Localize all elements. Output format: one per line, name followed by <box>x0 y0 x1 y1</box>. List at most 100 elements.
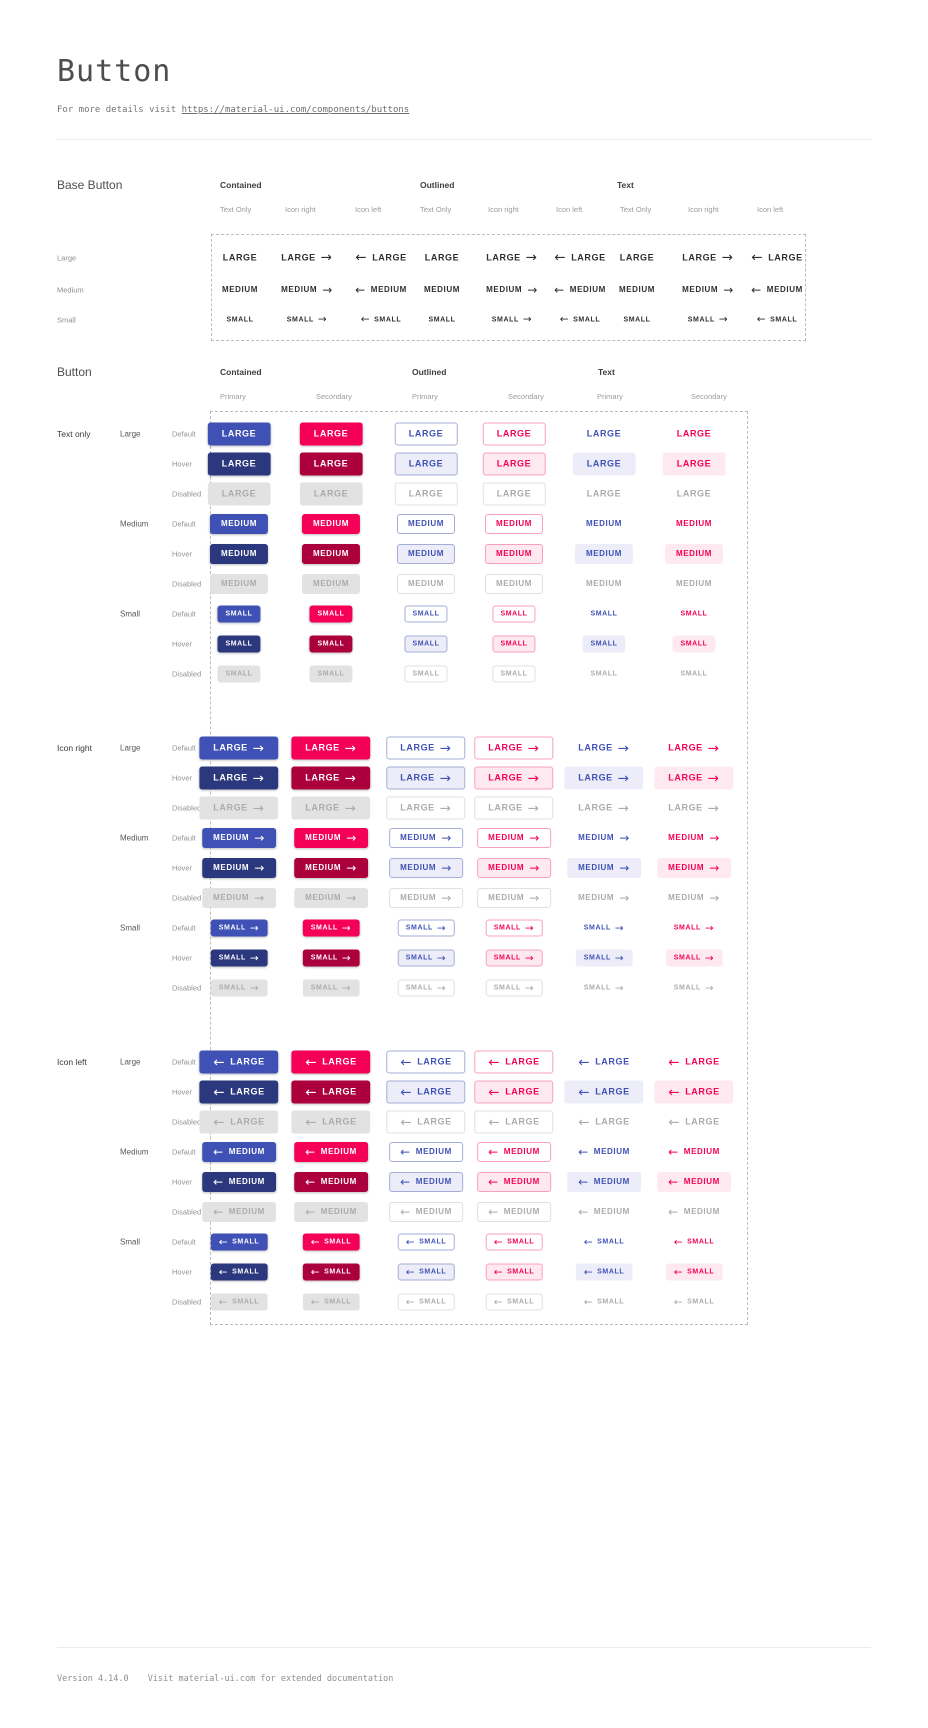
contained-primary-small-disabled-icon-right-button[interactable]: SMALL → <box>210 979 268 997</box>
text-secondary-medium-default-icon-right-button[interactable]: MEDIUM → <box>657 828 731 848</box>
text-primary-small-disabled-button[interactable]: SMALL <box>582 666 625 683</box>
base-contained-text-only-small-button[interactable]: SMALL <box>218 311 261 328</box>
text-primary-medium-default-button[interactable]: MEDIUM <box>575 514 633 534</box>
contained-secondary-large-default-icon-right-button[interactable]: LARGE → <box>291 736 371 760</box>
outlined-secondary-large-default-button[interactable]: LARGE <box>482 422 546 446</box>
text-secondary-medium-default-button[interactable]: MEDIUM <box>665 514 723 534</box>
contained-primary-large-hover-icon-left-button[interactable]: ← LARGE <box>199 1080 279 1104</box>
outlined-secondary-large-default-icon-right-button[interactable]: LARGE → <box>474 736 554 760</box>
contained-primary-small-disabled-button[interactable]: SMALL <box>217 665 261 683</box>
text-primary-small-default-icon-right-button[interactable]: SMALL → <box>576 920 633 937</box>
contained-primary-medium-hover-icon-right-button[interactable]: MEDIUM → <box>202 858 276 878</box>
text-primary-medium-default-icon-left-button[interactable]: ← MEDIUM <box>567 1142 641 1162</box>
text-secondary-small-hover-icon-left-button[interactable]: ← SMALL <box>665 1263 723 1281</box>
outlined-primary-medium-disabled-button[interactable]: MEDIUM <box>396 574 456 594</box>
base-text-text-only-medium-button[interactable]: MEDIUM <box>608 280 666 300</box>
text-secondary-medium-disabled-icon-left-button[interactable]: ← MEDIUM <box>657 1202 731 1222</box>
outlined-primary-large-hover-button[interactable]: LARGE <box>394 452 458 476</box>
text-secondary-medium-default-icon-left-button[interactable]: ← MEDIUM <box>657 1142 731 1162</box>
base-text-icon-right-large-button[interactable]: LARGE → <box>668 246 747 269</box>
base-text-icon-left-medium-button[interactable]: ← MEDIUM <box>740 280 814 300</box>
base-contained-icon-right-large-button[interactable]: LARGE → <box>267 246 346 269</box>
base-text-text-only-large-button[interactable]: LARGE <box>606 246 669 269</box>
contained-primary-large-disabled-icon-left-button[interactable]: ← LARGE <box>199 1110 279 1134</box>
text-primary-medium-disabled-icon-left-button[interactable]: ← MEDIUM <box>567 1202 641 1222</box>
contained-secondary-small-default-icon-right-button[interactable]: SMALL → <box>302 919 360 937</box>
contained-primary-large-disabled-button[interactable]: LARGE <box>207 482 271 506</box>
outlined-secondary-medium-default-icon-right-button[interactable]: MEDIUM → <box>477 828 551 848</box>
docs-link[interactable]: https://material-ui.com/components/butto… <box>181 105 410 115</box>
text-secondary-medium-hover-icon-right-button[interactable]: MEDIUM → <box>657 858 731 878</box>
outlined-primary-medium-default-icon-right-button[interactable]: MEDIUM → <box>389 828 463 848</box>
base-outlined-icon-right-large-button[interactable]: LARGE → <box>472 246 551 269</box>
contained-secondary-medium-disabled-icon-right-button[interactable]: MEDIUM → <box>294 888 368 908</box>
outlined-primary-medium-hover-button[interactable]: MEDIUM <box>396 544 456 564</box>
contained-secondary-large-disabled-icon-left-button[interactable]: ← LARGE <box>291 1110 371 1134</box>
outlined-primary-large-disabled-button[interactable]: LARGE <box>394 482 458 506</box>
contained-secondary-medium-default-icon-right-button[interactable]: MEDIUM → <box>294 828 368 848</box>
outlined-primary-small-default-icon-left-button[interactable]: ← SMALL <box>397 1233 455 1251</box>
text-primary-small-default-button[interactable]: SMALL <box>582 606 625 623</box>
base-contained-icon-left-large-button[interactable]: ← LARGE <box>341 246 420 269</box>
contained-primary-small-default-button[interactable]: SMALL <box>217 605 261 623</box>
contained-secondary-small-hover-icon-right-button[interactable]: SMALL → <box>302 949 360 967</box>
contained-secondary-medium-default-button[interactable]: MEDIUM <box>301 514 361 534</box>
outlined-primary-small-disabled-icon-right-button[interactable]: SMALL → <box>397 979 455 997</box>
text-secondary-small-hover-button[interactable]: SMALL <box>672 635 716 653</box>
text-primary-small-hover-icon-left-button[interactable]: ← SMALL <box>575 1263 633 1281</box>
outlined-secondary-small-hover-icon-right-button[interactable]: SMALL → <box>485 949 543 967</box>
base-contained-icon-left-small-button[interactable]: ← SMALL <box>353 311 410 328</box>
outlined-secondary-medium-hover-icon-right-button[interactable]: MEDIUM → <box>477 858 551 878</box>
text-primary-small-hover-button[interactable]: SMALL <box>582 635 626 653</box>
text-primary-large-default-icon-left-button[interactable]: ← LARGE <box>564 1051 643 1074</box>
outlined-secondary-large-disabled-button[interactable]: LARGE <box>482 482 546 506</box>
contained-secondary-small-disabled-button[interactable]: SMALL <box>309 665 353 683</box>
base-text-icon-right-medium-button[interactable]: MEDIUM → <box>671 280 745 300</box>
outlined-primary-medium-hover-icon-right-button[interactable]: MEDIUM → <box>389 858 463 878</box>
text-primary-large-disabled-icon-right-button[interactable]: LARGE → <box>564 797 643 820</box>
text-primary-medium-disabled-button[interactable]: MEDIUM <box>575 574 633 594</box>
text-secondary-large-hover-icon-right-button[interactable]: LARGE → <box>654 766 734 790</box>
outlined-secondary-medium-disabled-button[interactable]: MEDIUM <box>484 574 544 594</box>
contained-primary-large-disabled-icon-right-button[interactable]: LARGE → <box>199 796 279 820</box>
outlined-primary-large-default-icon-left-button[interactable]: ← LARGE <box>386 1050 466 1074</box>
contained-primary-medium-default-icon-left-button[interactable]: ← MEDIUM <box>202 1142 276 1162</box>
text-secondary-large-disabled-icon-left-button[interactable]: ← LARGE <box>654 1111 733 1134</box>
contained-primary-medium-disabled-icon-left-button[interactable]: ← MEDIUM <box>202 1202 276 1222</box>
text-secondary-small-default-icon-right-button[interactable]: SMALL → <box>666 920 723 937</box>
text-secondary-large-hover-button[interactable]: LARGE <box>662 452 726 476</box>
contained-secondary-small-disabled-icon-right-button[interactable]: SMALL → <box>302 979 360 997</box>
contained-primary-small-default-icon-right-button[interactable]: SMALL → <box>210 919 268 937</box>
contained-secondary-large-default-icon-left-button[interactable]: ← LARGE <box>291 1050 371 1074</box>
text-primary-small-default-icon-left-button[interactable]: ← SMALL <box>576 1234 633 1251</box>
outlined-secondary-large-hover-button[interactable]: LARGE <box>482 452 546 476</box>
contained-secondary-large-hover-icon-right-button[interactable]: LARGE → <box>291 766 371 790</box>
contained-primary-medium-hover-icon-left-button[interactable]: ← MEDIUM <box>202 1172 276 1192</box>
base-text-text-only-small-button[interactable]: SMALL <box>615 311 658 328</box>
base-outlined-icon-left-small-button[interactable]: ← SMALL <box>552 311 609 328</box>
contained-secondary-large-default-button[interactable]: LARGE <box>299 422 363 446</box>
base-contained-text-only-medium-button[interactable]: MEDIUM <box>211 280 269 300</box>
outlined-primary-large-default-icon-right-button[interactable]: LARGE → <box>386 736 466 760</box>
base-contained-text-only-large-button[interactable]: LARGE <box>209 246 272 269</box>
contained-secondary-small-disabled-icon-left-button[interactable]: ← SMALL <box>302 1293 360 1311</box>
outlined-secondary-medium-disabled-icon-right-button[interactable]: MEDIUM → <box>477 888 551 908</box>
contained-primary-medium-default-icon-right-button[interactable]: MEDIUM → <box>202 828 276 848</box>
text-primary-medium-default-icon-right-button[interactable]: MEDIUM → <box>567 828 641 848</box>
outlined-primary-medium-disabled-icon-left-button[interactable]: ← MEDIUM <box>389 1202 463 1222</box>
base-outlined-icon-left-medium-button[interactable]: ← MEDIUM <box>543 280 617 300</box>
outlined-secondary-small-hover-button[interactable]: SMALL <box>492 635 536 653</box>
text-primary-large-hover-icon-right-button[interactable]: LARGE → <box>564 766 644 790</box>
outlined-primary-large-default-button[interactable]: LARGE <box>394 422 458 446</box>
contained-primary-large-default-button[interactable]: LARGE <box>207 422 271 446</box>
text-secondary-medium-disabled-icon-right-button[interactable]: MEDIUM → <box>657 888 731 908</box>
contained-secondary-small-default-button[interactable]: SMALL <box>309 605 353 623</box>
text-secondary-medium-disabled-button[interactable]: MEDIUM <box>665 574 723 594</box>
text-secondary-small-disabled-button[interactable]: SMALL <box>672 666 715 683</box>
contained-primary-large-hover-button[interactable]: LARGE <box>207 452 271 476</box>
text-secondary-medium-hover-icon-left-button[interactable]: ← MEDIUM <box>657 1172 731 1192</box>
text-primary-large-disabled-icon-left-button[interactable]: ← LARGE <box>564 1111 643 1134</box>
outlined-secondary-medium-default-icon-left-button[interactable]: ← MEDIUM <box>477 1142 551 1162</box>
contained-secondary-large-disabled-button[interactable]: LARGE <box>299 482 363 506</box>
contained-primary-small-default-icon-left-button[interactable]: ← SMALL <box>210 1233 268 1251</box>
